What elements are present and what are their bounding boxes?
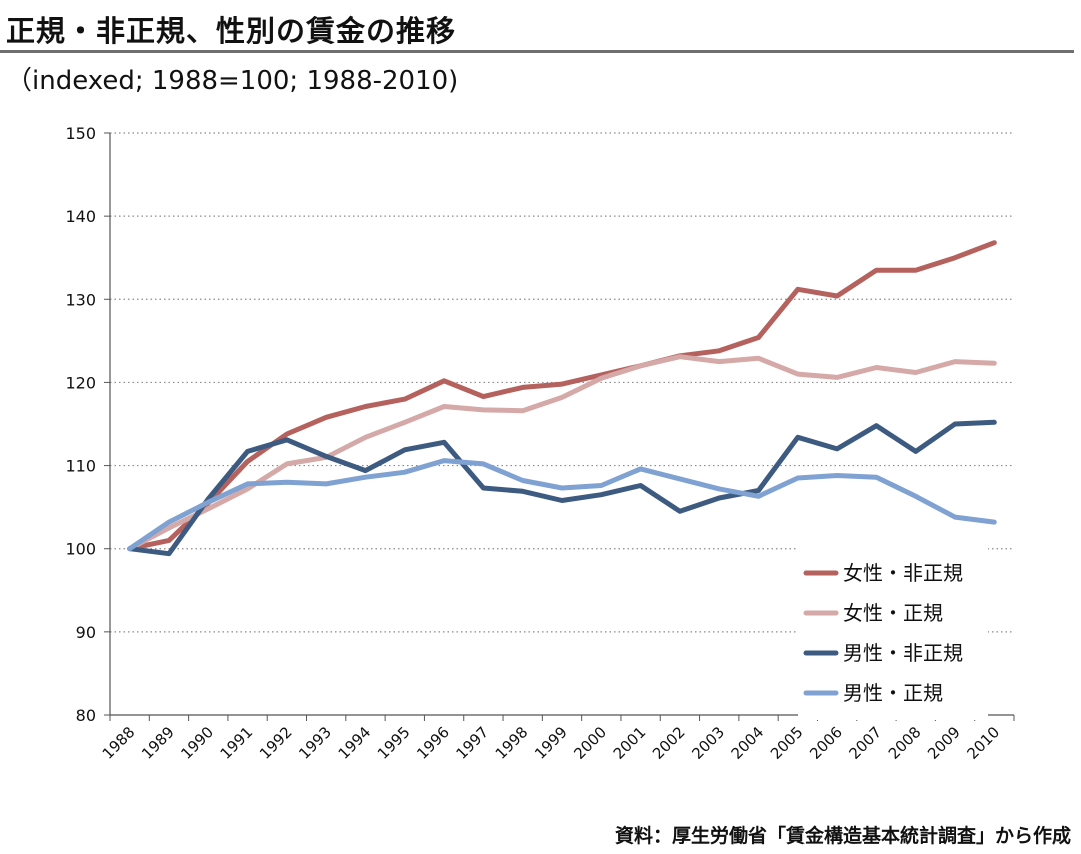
series-line-3 [127,419,997,557]
legend-label-1: 女性・非正規 [843,561,963,585]
x-tick-label-2001: 2001 [610,723,650,763]
series-line-2 [127,354,997,552]
legend-label-4: 男性・正規 [843,681,943,705]
x-tick-label-1996: 1996 [413,723,453,763]
title-underline [0,50,1074,53]
y-tick-label-120: 120 [65,373,96,392]
x-tick-label-1989: 1989 [138,723,178,763]
y-axis-ticks: 80 90 100 110 120 130 140 150 [65,124,110,725]
x-tick-label-2006: 2006 [806,723,846,763]
y-tick-label-130: 130 [65,290,96,309]
x-tick-label-2000: 2000 [570,723,610,763]
y-tick-label-100: 100 [65,540,96,559]
legend-label-3: 男性・非正規 [843,641,963,665]
y-tick-label-80: 80 [76,706,96,725]
x-tick-label-1988: 1988 [99,723,139,763]
x-tick-label-2010: 2010 [963,723,1003,763]
x-tick-label-1995: 1995 [374,723,414,763]
chart-subtitle: （indexed; 1988=100; 1988-2010) [6,66,459,96]
x-tick-label-2005: 2005 [767,723,807,763]
x-tick-label-1997: 1997 [452,723,492,763]
x-tick-label-1990: 1990 [177,723,217,763]
chart-title: 正規・非正規、性別の賃金の推移 [6,14,457,48]
x-tick-label-2003: 2003 [688,723,728,763]
series-line-4 [127,458,997,552]
x-tick-label-2008: 2008 [885,723,925,763]
x-tick-label-2007: 2007 [846,723,886,763]
y-tick-label-110: 110 [65,457,96,476]
x-tick-label-1999: 1999 [531,723,571,763]
x-tick-label-2004: 2004 [728,723,768,763]
x-tick-label-1998: 1998 [492,723,532,763]
series-lines [127,240,997,557]
legend-label-2: 女性・正規 [843,601,943,625]
x-axis-ticks: 1988 1989 1990 1991 1992 1993 1994 1995 1996 1997… [99,715,1015,763]
y-tick-label-140: 140 [65,207,96,226]
x-tick-label-2002: 2002 [649,723,689,763]
x-tick-label-1993: 1993 [295,723,335,763]
x-tick-label-1991: 1991 [217,723,257,763]
y-tick-label-90: 90 [76,623,96,642]
y-tick-label-150: 150 [65,124,96,143]
source-note: 資料：厚生労働省「賃金構造基本統計調査」から作成 [614,825,1071,847]
x-tick-label-1992: 1992 [256,723,296,763]
x-tick-label-1994: 1994 [335,723,375,763]
x-tick-label-2009: 2009 [924,723,964,763]
